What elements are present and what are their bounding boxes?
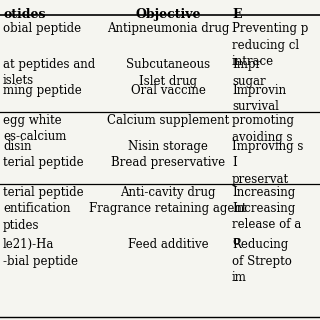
Text: Improvin
survival: Improvin survival <box>232 84 286 114</box>
Text: Increasing: Increasing <box>232 186 295 199</box>
Text: Fragrance retaining agent: Fragrance retaining agent <box>89 202 247 215</box>
Text: Nisin storage: Nisin storage <box>128 140 208 153</box>
Text: Objective: Objective <box>135 8 201 21</box>
Text: obial peptide: obial peptide <box>3 22 81 35</box>
Text: Subcutaneous
Islet drug: Subcutaneous Islet drug <box>126 58 210 87</box>
Text: Calcium supplement: Calcium supplement <box>107 114 229 127</box>
Text: ming peptide: ming peptide <box>3 84 82 97</box>
Text: Improving s: Improving s <box>232 140 303 153</box>
Text: I
preservat: I preservat <box>232 156 289 186</box>
Text: Increasing
release of a
o: Increasing release of a o <box>232 202 301 248</box>
Text: disin: disin <box>3 140 31 153</box>
Text: Preventing p
reducing cl
intrace: Preventing p reducing cl intrace <box>232 22 308 68</box>
Text: Antipneumonia drug: Antipneumonia drug <box>107 22 229 35</box>
Text: Bread preservative: Bread preservative <box>111 156 225 169</box>
Text: Oral vaccine: Oral vaccine <box>131 84 205 97</box>
Text: Reducing
of Strepto
im: Reducing of Strepto im <box>232 238 292 284</box>
Text: egg white
es-calcium: egg white es-calcium <box>3 114 66 143</box>
Text: otides: otides <box>3 8 45 21</box>
Text: E: E <box>232 8 242 21</box>
Text: at peptides and
islets: at peptides and islets <box>3 58 95 87</box>
Text: terial peptide: terial peptide <box>3 156 84 169</box>
Text: promoting 
avoiding s: promoting avoiding s <box>232 114 298 143</box>
Text: Feed additive: Feed additive <box>128 238 208 251</box>
Text: entification
ptides: entification ptides <box>3 202 70 231</box>
Text: terial peptide: terial peptide <box>3 186 84 199</box>
Text: le21)-Ha
-bial peptide: le21)-Ha -bial peptide <box>3 238 78 268</box>
Text: Impr
sugar: Impr sugar <box>232 58 266 87</box>
Text: Anti-cavity drug: Anti-cavity drug <box>120 186 216 199</box>
